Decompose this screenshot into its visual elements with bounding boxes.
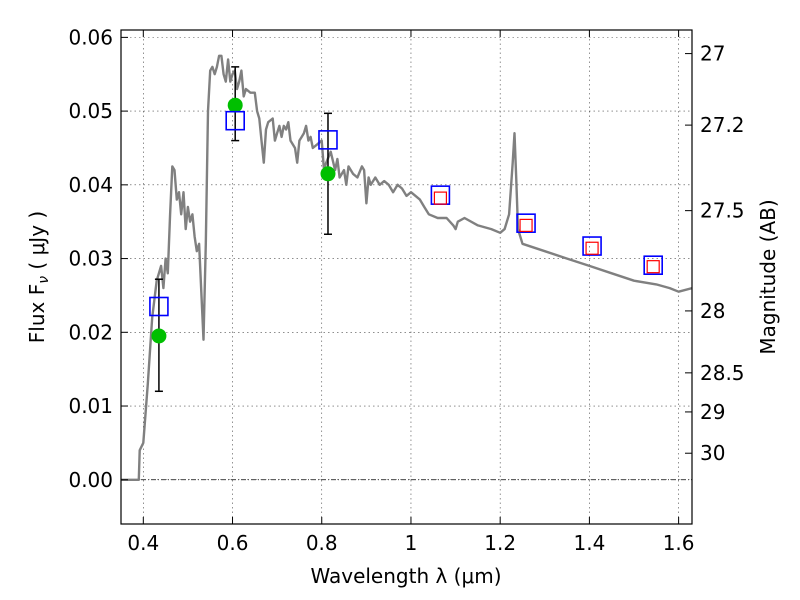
model-flux-square <box>582 236 602 256</box>
predicted-flux-square <box>585 241 599 255</box>
x-axis: 0.4 0.6 0.8 1 1.2 1.4 1.6 <box>127 30 695 555</box>
x-tick-label: 0.8 <box>306 531 338 555</box>
predicted-flux-square <box>519 218 533 232</box>
observed-flux-point <box>320 166 336 182</box>
spectrum-line <box>121 54 692 481</box>
observed-flux-point <box>151 328 167 344</box>
y-axis-title: Flux Fν ( μJy ) <box>25 211 52 343</box>
plot-frame <box>120 29 693 525</box>
y-tick-label: 0.04 <box>68 173 113 197</box>
y2-tick-label: 29 <box>700 400 725 424</box>
y-tick-label: 0.05 <box>68 99 113 123</box>
y-axis: 0.00 0.01 0.02 0.03 0.04 0.05 0.06 <box>68 25 128 492</box>
y2-tick-label: 27.5 <box>700 199 745 223</box>
x-tick-label: 1.4 <box>573 531 605 555</box>
y-axis-title-sub: ν <box>36 276 52 284</box>
y-tick-label: 0.03 <box>68 247 113 271</box>
y2-tick-label: 28.5 <box>700 361 745 385</box>
y2-tick-label: 28 <box>700 299 725 323</box>
observed-flux-point <box>227 97 243 113</box>
y2-tick-label: 27.2 <box>700 113 745 137</box>
y2-axis: 27 27.2 27.5 28 28.5 29 30 <box>685 42 745 465</box>
y-axis-title-main: Flux F <box>25 284 49 343</box>
x-tick-label: 1 <box>405 531 418 555</box>
model-flux-square <box>643 255 663 276</box>
x-tick-label: 0.6 <box>217 531 249 555</box>
predicted-flux-square <box>646 260 660 274</box>
y-tick-label: 0.00 <box>68 468 113 492</box>
y2-tick-label: 30 <box>700 441 725 465</box>
model-flux-square <box>149 296 169 317</box>
model-flux-square <box>318 130 338 150</box>
predicted-flux-square <box>433 191 448 205</box>
x-tick-label: 1.6 <box>663 531 695 555</box>
y-tick-label: 0.06 <box>68 25 113 49</box>
x-axis-title: Wavelength λ (μm) <box>310 564 501 588</box>
model-flux-square <box>225 110 245 131</box>
y-tick-label: 0.01 <box>68 394 113 418</box>
y-axis-title-unit: ( μJy ) <box>25 211 49 276</box>
plot-area <box>121 54 692 481</box>
model-flux-square <box>516 213 536 233</box>
y2-tick-label: 27 <box>700 42 725 66</box>
x-tick-label: 0.4 <box>127 531 159 555</box>
y-tick-label: 0.02 <box>68 320 113 344</box>
x-tick-label: 1.2 <box>484 531 516 555</box>
y2-axis-title: Magnitude (AB) <box>756 199 780 354</box>
grid <box>121 30 692 524</box>
